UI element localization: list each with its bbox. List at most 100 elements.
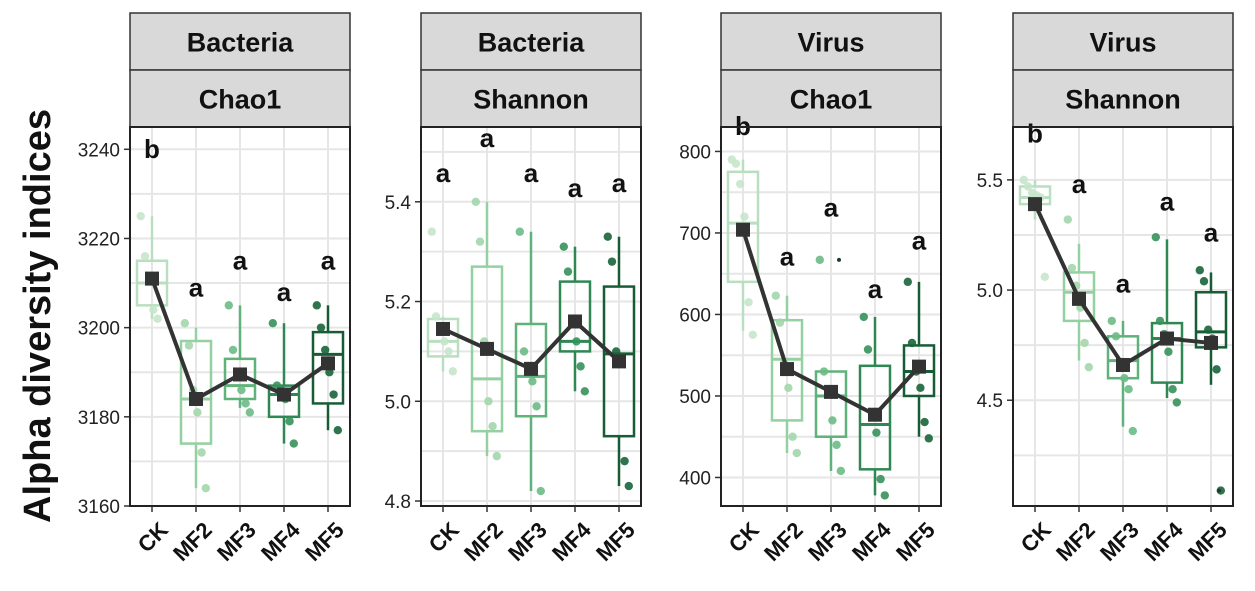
data-point — [1195, 266, 1205, 275]
mean-marker — [233, 367, 247, 382]
strip-box-2 — [1012, 69, 1234, 128]
data-point — [1155, 316, 1165, 326]
significance-letter: a — [480, 123, 495, 153]
y-axis-label: Alpha diversity indices — [17, 109, 59, 523]
box-mf5 — [311, 330, 345, 405]
significance-letter: a — [568, 173, 583, 203]
data-point — [224, 301, 233, 310]
data-point — [775, 318, 785, 327]
mean-marker — [1204, 335, 1218, 350]
significance-letter: a — [912, 225, 927, 255]
box-mf2 — [770, 318, 804, 422]
y-tick-label: 4.8 — [385, 492, 411, 513]
data-point — [1151, 232, 1161, 242]
data-point — [603, 232, 612, 241]
x-tick-label: CK — [1016, 517, 1056, 557]
data-point — [329, 390, 338, 399]
outlier-point — [837, 257, 841, 262]
data-point — [431, 312, 441, 321]
x-tick-label: CK — [424, 517, 464, 557]
data-point — [519, 347, 529, 356]
data-point — [624, 481, 633, 491]
box-mf4 — [558, 280, 592, 353]
data-point — [563, 267, 573, 276]
mean-marker — [145, 271, 159, 286]
x-tick-label: MF2 — [168, 517, 217, 566]
strip-box-2 — [129, 69, 351, 128]
significance-letter: a — [868, 274, 883, 304]
data-point — [228, 345, 238, 355]
y-tick-label: 3200 — [78, 319, 120, 340]
significance-letter: a — [436, 158, 451, 188]
strip-label-2: Chao1 — [199, 85, 282, 115]
significance-letter: a — [1116, 268, 1131, 298]
data-point — [193, 408, 202, 417]
box-ck — [726, 170, 760, 284]
data-point — [1019, 175, 1028, 185]
data-point — [920, 417, 929, 427]
data-point — [321, 345, 330, 355]
mean-marker — [480, 341, 494, 356]
x-tick-label: MF4 — [1139, 517, 1188, 566]
significance-letter: b — [1027, 118, 1043, 148]
data-point — [836, 466, 845, 476]
data-point — [444, 347, 453, 356]
data-point — [197, 448, 206, 457]
data-point — [1128, 426, 1138, 436]
mean-marker — [1072, 291, 1086, 306]
data-point — [1164, 347, 1173, 356]
x-tick-label: MF4 — [847, 517, 896, 566]
y-tick-label: 700 — [679, 224, 711, 245]
y-tick-label: 3180 — [78, 408, 120, 429]
y-tick-label: 5.2 — [385, 293, 411, 314]
data-point — [1080, 338, 1089, 348]
data-point — [819, 367, 829, 376]
significance-letter: b — [144, 134, 160, 164]
strip-label-1: Bacteria — [478, 28, 586, 58]
data-point — [788, 432, 797, 441]
x-tick-label: MF5 — [1183, 517, 1232, 566]
significance-letter: a — [1160, 187, 1175, 217]
data-point — [924, 434, 933, 443]
data-point — [748, 330, 757, 340]
strip-box-2 — [720, 69, 942, 128]
strip-box-1 — [129, 12, 351, 71]
data-point — [333, 426, 342, 435]
data-point — [536, 486, 545, 496]
data-point — [1107, 316, 1117, 326]
data-point — [607, 257, 617, 266]
data-point — [237, 385, 246, 395]
y-tick-label: 3240 — [78, 140, 120, 161]
data-point — [859, 312, 868, 322]
x-tick-label: MF3 — [212, 517, 261, 566]
data-point — [153, 314, 162, 323]
data-point — [863, 345, 873, 354]
data-point — [492, 451, 501, 461]
x-tick-label: MF5 — [300, 517, 349, 566]
box-mf3 — [223, 357, 257, 401]
box-mf3 — [814, 370, 848, 438]
data-point — [471, 197, 480, 207]
significance-letter: a — [780, 242, 795, 272]
data-point — [784, 383, 793, 393]
significance-letter: a — [1204, 218, 1219, 248]
x-tick-label: MF2 — [1051, 517, 1100, 566]
mean-marker — [912, 359, 926, 374]
data-point — [1204, 325, 1213, 334]
box-mf4 — [858, 364, 892, 471]
data-point — [1172, 398, 1182, 407]
data-point — [832, 440, 841, 450]
y-tick-label: 800 — [679, 142, 711, 163]
x-tick-label: MF5 — [591, 517, 640, 566]
mean-marker — [321, 356, 335, 371]
data-point — [907, 338, 917, 348]
mean-marker — [436, 321, 450, 336]
x-tick-label: MF2 — [759, 517, 808, 566]
data-point — [736, 179, 745, 189]
mean-marker — [568, 314, 582, 329]
y-tick-label: 5.5 — [977, 171, 1003, 192]
data-point — [1199, 277, 1209, 286]
data-point — [268, 318, 277, 328]
